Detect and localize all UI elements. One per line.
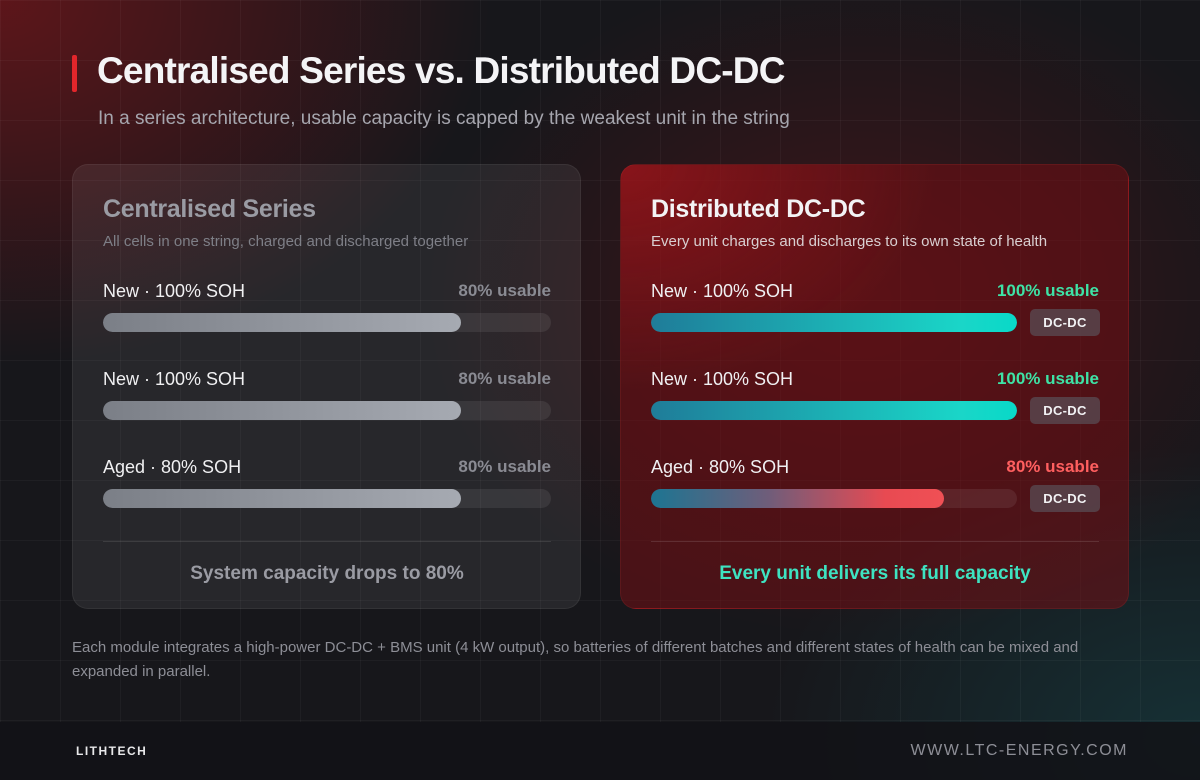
battery-row: New · 100% SOH 100% usable DC-DC	[651, 281, 1100, 341]
battery-row: New · 100% SOH 80% usable	[103, 369, 551, 429]
battery-label: New · 100% SOH	[651, 281, 794, 301]
battery-label: Aged · 80% SOH	[103, 457, 242, 477]
footnote: Each module integrates a high-power DC-D…	[72, 639, 1079, 680]
divider	[651, 541, 1099, 542]
dcdc-badge: DC-DC	[1030, 485, 1100, 512]
capacity-bar	[651, 489, 944, 508]
capacity-bar	[651, 401, 1017, 420]
website-link[interactable]: WWW.LTC-ENERGY.COM	[910, 742, 1128, 759]
usable-value: 80% usable	[458, 369, 551, 388]
page-title: Centralised Series vs. Distributed DC-DC	[97, 50, 785, 91]
usable-value: 80% usable	[458, 457, 551, 476]
usable-value: 80% usable	[1006, 457, 1099, 476]
capacity-track	[651, 313, 1017, 332]
battery-row: New · 100% SOH 100% usable DC-DC	[651, 369, 1100, 429]
battery-label: New · 100% SOH	[103, 281, 246, 301]
card-summary: System capacity drops to 80%	[190, 563, 464, 584]
capacity-track	[651, 489, 1017, 508]
usable-value: 100% usable	[996, 281, 1099, 300]
capacity-track	[651, 401, 1017, 420]
battery-row: Aged · 80% SOH 80% usable	[103, 457, 551, 517]
dcdc-badge: DC-DC	[1030, 397, 1100, 424]
usable-value: 80% usable	[458, 281, 551, 300]
distributed-dcdc-card: Distributed DC-DC Every unit charges and…	[620, 164, 1129, 609]
title-accent-bar	[72, 55, 77, 92]
card-summary: Every unit delivers its full capacity	[719, 563, 1031, 584]
card-title: Centralised Series	[103, 195, 316, 223]
card-title: Distributed DC-DC	[651, 195, 866, 223]
battery-label: New · 100% SOH	[103, 369, 246, 389]
footer: LITHTECH WWW.LTC-ENERGY.COM	[0, 722, 1200, 780]
capacity-bar	[103, 489, 462, 508]
usable-value: 100% usable	[996, 369, 1099, 388]
page-subtitle: In a series architecture, usable capacit…	[98, 108, 790, 129]
battery-label: New · 100% SOH	[651, 369, 794, 389]
capacity-track	[103, 489, 551, 508]
capacity-bar	[103, 401, 462, 420]
card-subtitle: All cells in one string, charged and dis…	[103, 233, 469, 250]
capacity-track	[103, 313, 551, 332]
battery-label: Aged · 80% SOH	[651, 457, 790, 477]
dcdc-badge: DC-DC	[1030, 309, 1100, 336]
brand-logo: LITHTECH	[76, 744, 148, 758]
capacity-bar	[651, 313, 1017, 332]
divider	[103, 541, 551, 542]
capacity-bar	[103, 313, 462, 332]
battery-row: New · 100% SOH 80% usable	[103, 281, 551, 341]
capacity-track	[103, 401, 551, 420]
battery-row: Aged · 80% SOH 80% usable DC-DC	[651, 457, 1100, 517]
card-subtitle: Every unit charges and discharges to its…	[651, 233, 1048, 250]
centralised-series-card: Centralised Series All cells in one stri…	[72, 164, 581, 609]
